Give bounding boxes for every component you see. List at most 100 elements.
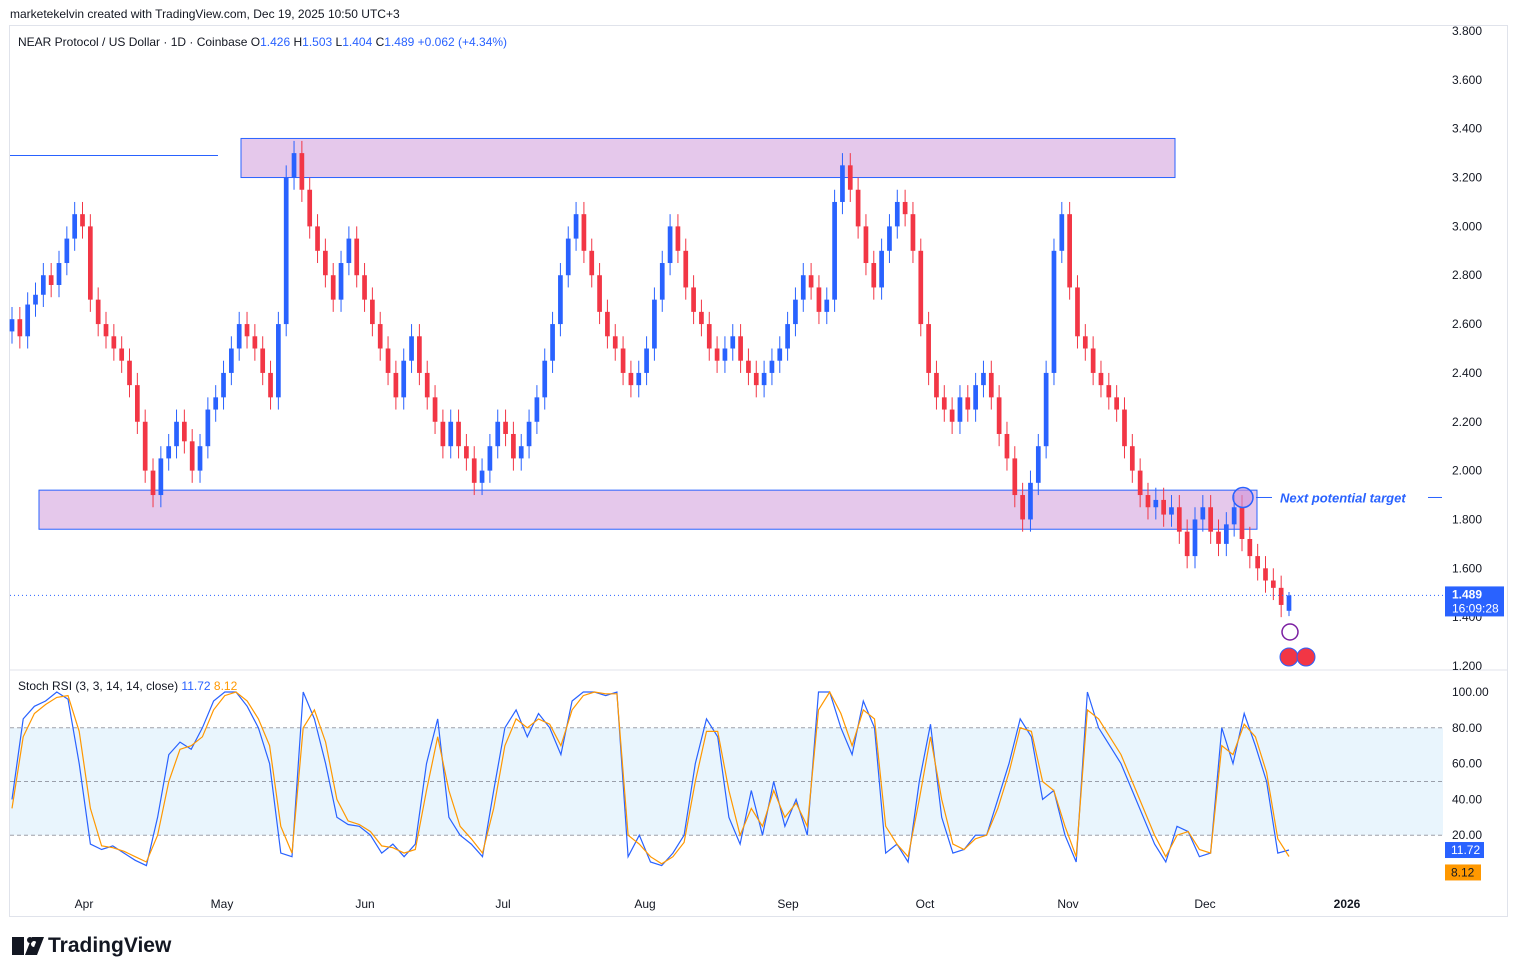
candle-body — [675, 226, 681, 251]
candle-body — [981, 372, 986, 386]
price-tick-label: 3.000 — [1452, 219, 1482, 233]
stoch-tick-label: 40.00 — [1452, 792, 1482, 806]
candle-body — [659, 263, 665, 300]
candle-body — [1059, 214, 1065, 251]
candle-body — [628, 372, 634, 386]
candle-body — [816, 287, 822, 312]
candle-body — [800, 275, 806, 300]
price-tick-label: 3.400 — [1452, 122, 1482, 136]
symbol-legend: NEAR Protocol / US Dollar · 1D · Coinbas… — [18, 35, 507, 49]
event-icon-lightning — [1281, 623, 1299, 641]
candle-body — [887, 226, 892, 251]
candle-body — [307, 189, 313, 227]
high-label: H — [293, 35, 303, 49]
candle-body — [1020, 495, 1025, 520]
candle-body — [283, 177, 289, 325]
x-tick-label: Sep — [777, 897, 799, 911]
candle-body — [464, 446, 469, 459]
stoch-tick-label: 100.00 — [1452, 685, 1489, 699]
candle-body — [495, 421, 501, 447]
candle-body — [605, 311, 610, 337]
stoch-d-line — [11, 690, 1290, 865]
candle-body — [863, 226, 869, 264]
candle-body — [1035, 446, 1041, 483]
candle-body — [260, 348, 266, 373]
candle-body — [730, 336, 736, 349]
price-tick-label: 3.200 — [1452, 171, 1482, 185]
candle-body — [879, 250, 884, 288]
candle-body — [1184, 531, 1190, 557]
candle-body — [189, 441, 195, 471]
stoch-rsi-pane — [10, 690, 1443, 867]
candle-body — [1122, 409, 1127, 447]
tradingview-logo[interactable]: TradingView — [12, 934, 171, 958]
candle-body — [182, 421, 187, 442]
candle-body — [808, 275, 814, 288]
candle-body — [902, 201, 908, 215]
candle-body — [746, 360, 751, 373]
symbol-name: NEAR Protocol / US Dollar · 1D · Coinbas… — [18, 35, 248, 49]
candle-body — [276, 324, 281, 398]
close-value: 1.489 — [384, 35, 415, 49]
candle-body — [1255, 556, 1261, 569]
candle-body — [871, 263, 877, 288]
candle-body — [832, 201, 837, 300]
candle-body — [558, 275, 563, 325]
candle-body — [127, 360, 132, 386]
change-value: +0.062 (+4.34%) — [417, 35, 508, 49]
candle-body — [918, 250, 924, 325]
candle-body — [620, 348, 626, 373]
candle-body — [1192, 519, 1198, 557]
price-tick-label: 2.000 — [1452, 464, 1482, 478]
candle-body — [205, 409, 211, 447]
candle-body — [479, 470, 485, 483]
price-tick-label: 2.400 — [1452, 366, 1482, 380]
candle-body — [119, 348, 125, 361]
candle-body — [738, 336, 743, 361]
candle-body — [550, 324, 555, 361]
candle-body — [573, 214, 579, 239]
candle-body — [315, 226, 320, 251]
axes: 1.2001.4001.6001.8002.0002.2002.4002.600… — [75, 24, 1489, 911]
x-tick-label: Jul — [495, 897, 510, 911]
zones — [10, 137, 1258, 530]
price-tick-label: 1.600 — [1452, 561, 1482, 575]
candle-body — [503, 421, 508, 434]
candle-body — [793, 299, 798, 325]
candle-body — [440, 421, 446, 447]
candle-body — [1090, 348, 1096, 373]
zone-resistance — [240, 137, 1176, 179]
stoch-name: Stoch RSI (3, 3, 14, 14, close) — [18, 679, 179, 693]
candle-body — [526, 421, 532, 447]
x-tick-label: Dec — [1194, 897, 1215, 911]
candle-body — [56, 263, 62, 285]
price-tick-label: 2.800 — [1452, 268, 1482, 282]
candle-body — [1176, 507, 1182, 532]
stoch-d-value: 8.12 — [213, 679, 238, 693]
candle-body — [1231, 507, 1237, 525]
stoch-d-tag: 8.12 — [1451, 865, 1475, 879]
open-value: 1.426 — [260, 35, 291, 49]
candle-body — [769, 360, 775, 373]
candle-body — [95, 299, 101, 325]
candle-body — [409, 336, 414, 361]
x-tick-label: Nov — [1057, 897, 1078, 911]
x-tick-label: Aug — [634, 897, 655, 911]
candle-body — [761, 372, 767, 386]
stoch-d-tag-box — [1445, 864, 1481, 881]
low-value: 1.404 — [342, 35, 373, 49]
candle-body — [252, 336, 258, 349]
tradingview-icon — [12, 937, 44, 956]
candle-body — [1161, 499, 1167, 515]
price-tag-countdown: 16:09:28 — [1452, 601, 1499, 615]
candle-body — [221, 372, 226, 398]
candle-body — [244, 324, 250, 337]
candle-body — [941, 397, 947, 410]
candle-body — [636, 372, 642, 386]
x-tick-label: 2026 — [1334, 897, 1361, 911]
candle-body — [706, 324, 712, 349]
x-tick-label: Oct — [916, 897, 935, 911]
candle-body — [518, 446, 524, 459]
candle-body — [158, 458, 164, 496]
